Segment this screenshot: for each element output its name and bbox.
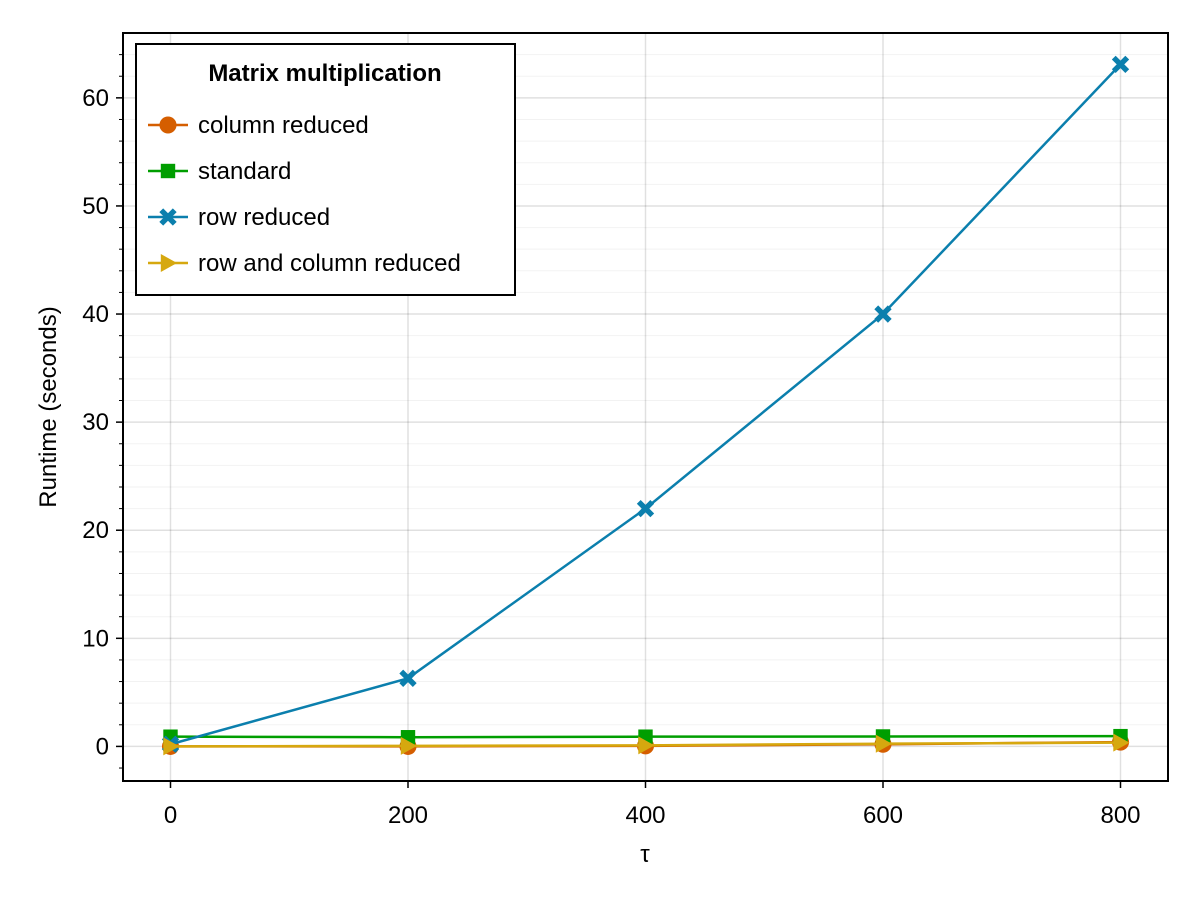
- y-tick-label: 50: [82, 193, 109, 220]
- legend-label: standard: [198, 158, 291, 185]
- data-point-cross: [874, 305, 892, 323]
- data-point-cross: [636, 499, 655, 518]
- legend-box: [135, 43, 516, 296]
- data-point-triangle: [1113, 733, 1130, 752]
- data-point-triangle: [160, 254, 177, 272]
- grid-lines: [123, 33, 1168, 781]
- legend-label: row and column reduced: [198, 250, 461, 277]
- data-point-circle: [159, 116, 177, 134]
- data-point-triangle: [638, 736, 655, 755]
- y-tick-label: 0: [96, 733, 109, 760]
- data-point-triangle: [875, 734, 892, 753]
- data-point-cross: [399, 669, 417, 687]
- legend-entry: column reduced: [148, 112, 369, 139]
- x-tick-label: 200: [388, 802, 428, 829]
- legend-title: Matrix multiplication: [208, 60, 441, 87]
- y-tick-label: 20: [82, 517, 109, 544]
- legend-entry: standard: [148, 158, 291, 185]
- series-row-and-column-reduced: [163, 733, 1130, 756]
- axis-ticks: 0 200 400 600 800 0 10 20 30 40 50 60: [82, 54, 1141, 829]
- data-point-square: [160, 163, 176, 179]
- legend-entry: row reduced: [148, 204, 330, 231]
- y-tick-label: 10: [82, 625, 109, 652]
- x-tick-label: 400: [625, 802, 665, 829]
- legend-label: row reduced: [198, 204, 330, 231]
- legend-label: column reduced: [198, 112, 369, 139]
- y-axis-label: Runtime (seconds): [35, 306, 62, 507]
- x-axis-label: τ: [640, 841, 650, 868]
- x-tick-label: 600: [863, 802, 903, 829]
- x-tick-label: 800: [1100, 802, 1140, 829]
- data-point-triangle: [163, 737, 180, 756]
- y-tick-label: 40: [82, 301, 109, 328]
- y-tick-label: 60: [82, 85, 109, 112]
- legend-entries: column reduced standard row reduced row and…: [148, 112, 461, 277]
- data-point-cross: [1111, 55, 1130, 74]
- data-point-cross: [159, 208, 177, 226]
- series-group: [161, 55, 1130, 756]
- data-point-triangle: [400, 736, 417, 755]
- legend: Matrix multiplication column reduced stan…: [135, 43, 516, 296]
- x-tick-label: 0: [164, 802, 177, 829]
- legend-entry: row and column reduced: [148, 250, 461, 277]
- y-tick-label: 30: [82, 409, 109, 436]
